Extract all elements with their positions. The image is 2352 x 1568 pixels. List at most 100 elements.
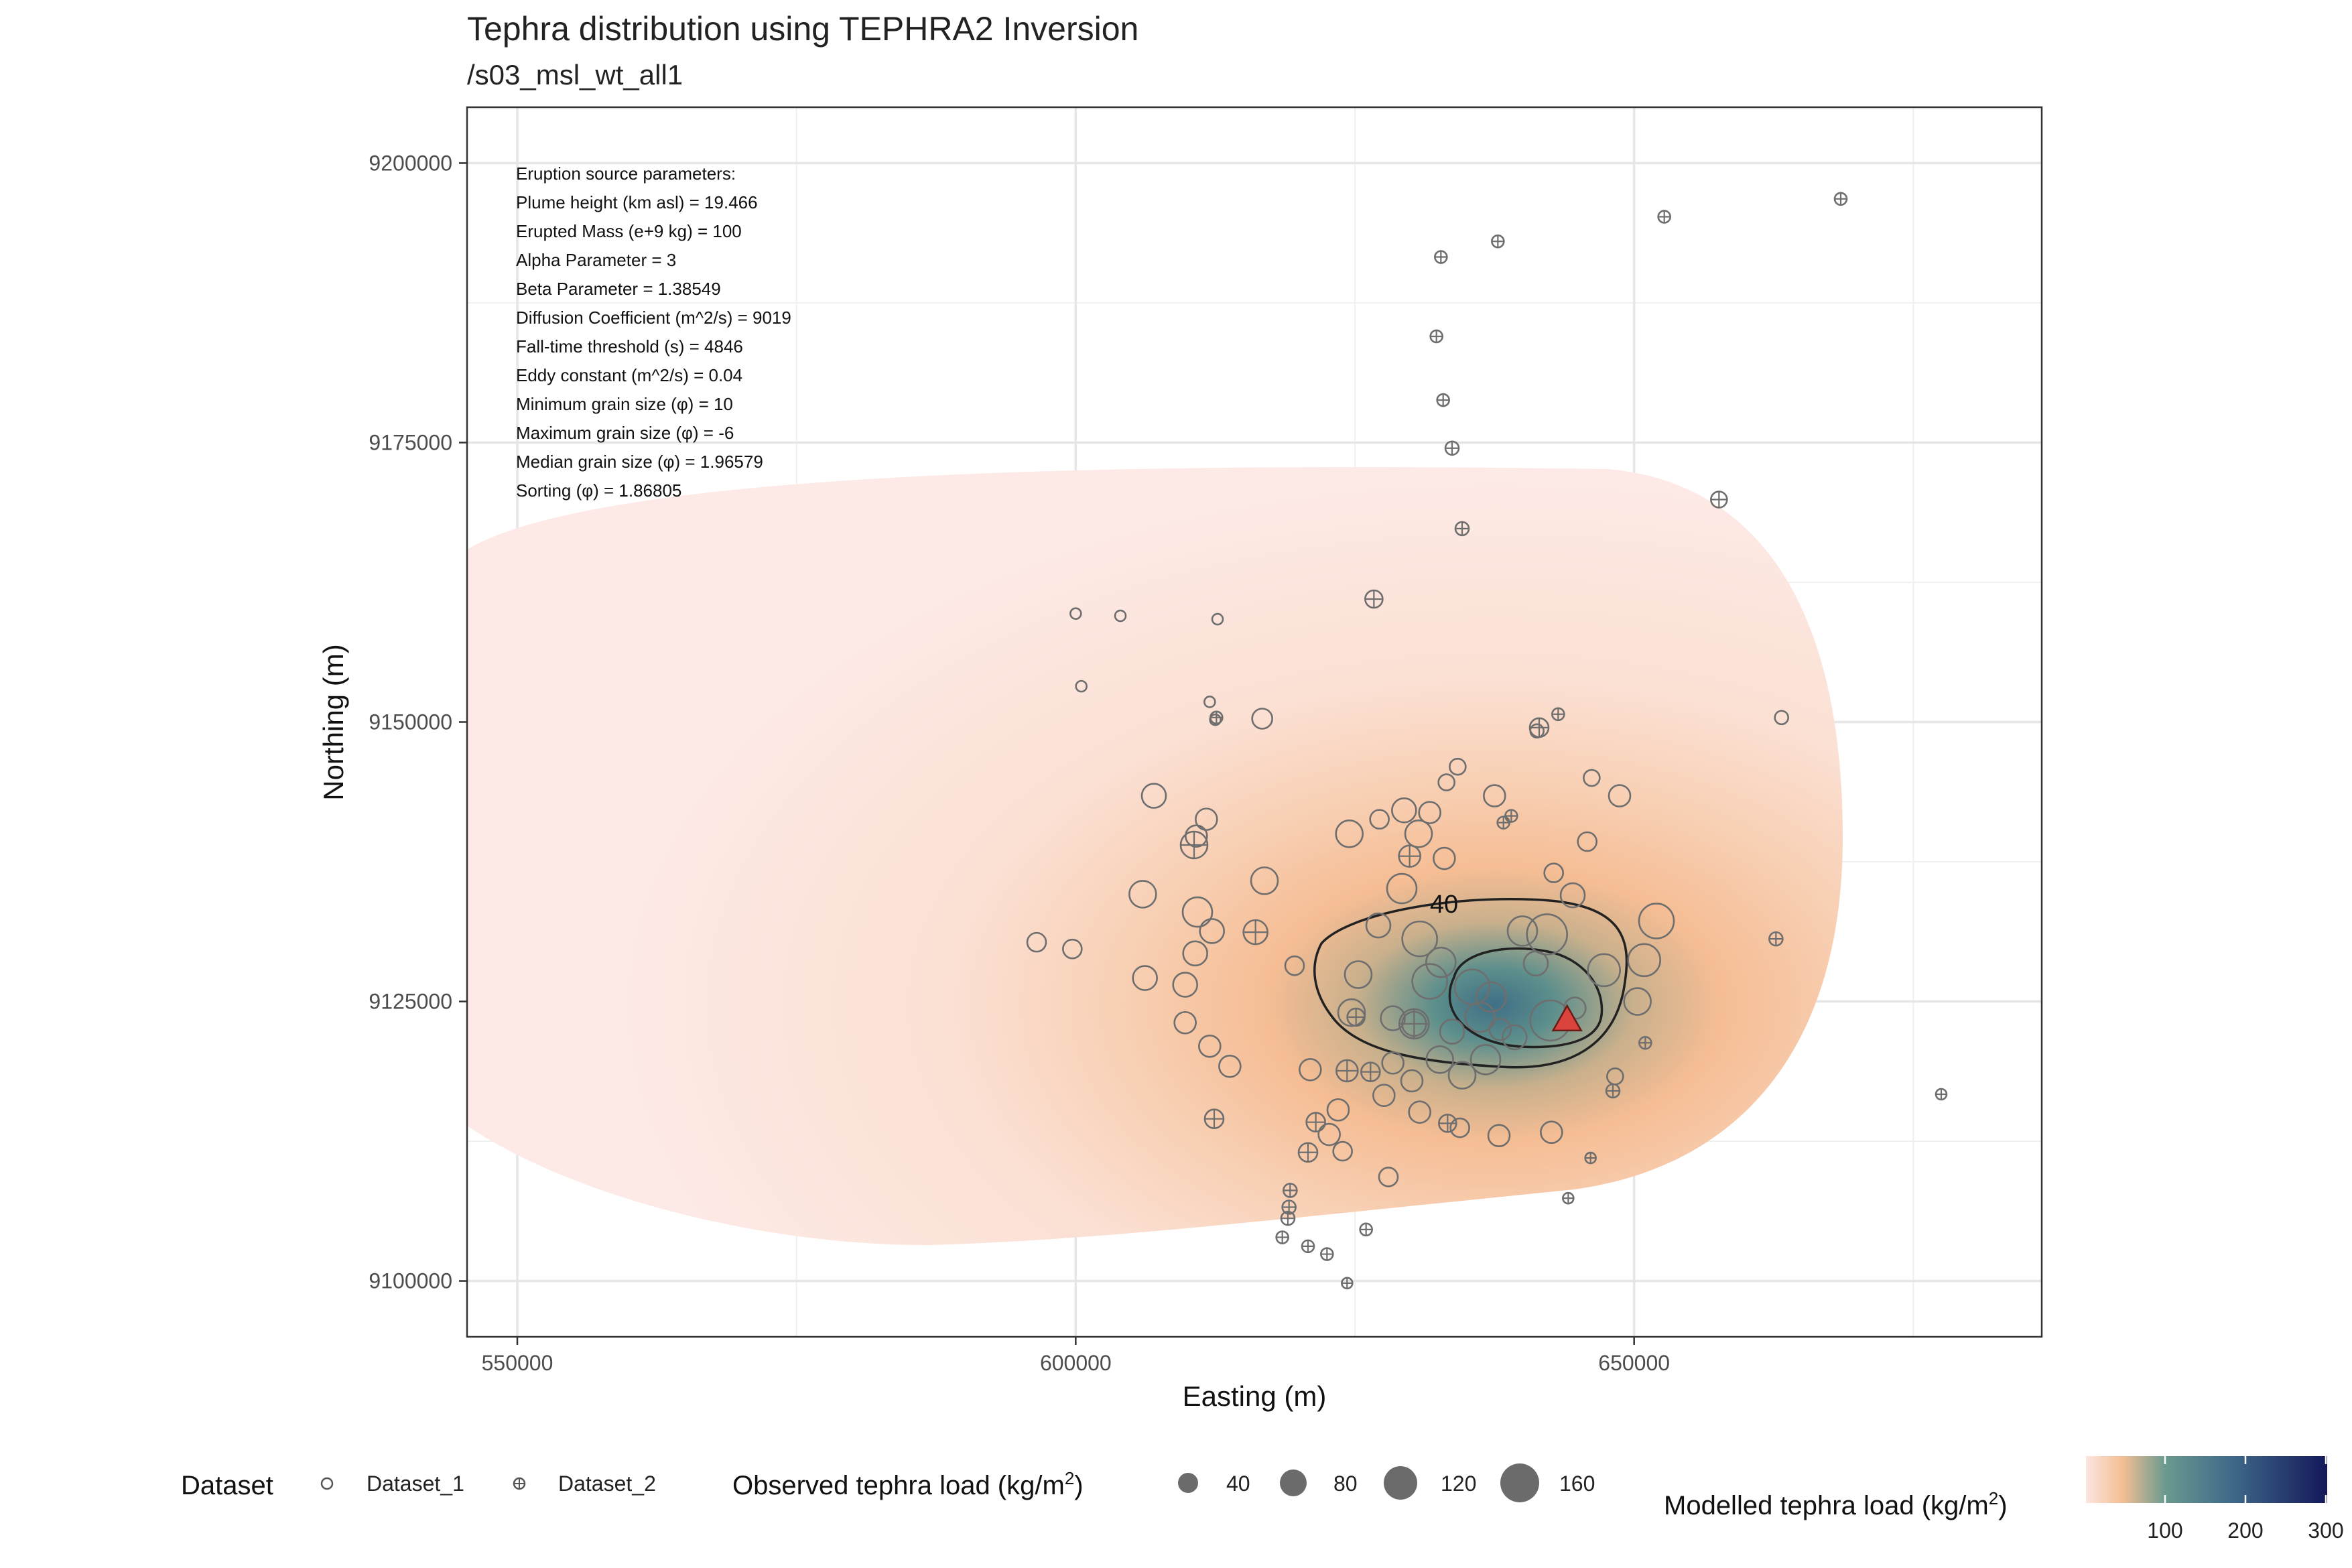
y-tick-label: 9125000 (369, 990, 452, 1014)
dataset-2-point (1346, 1007, 1366, 1027)
point-circle (1469, 1043, 1502, 1075)
point-circle (1502, 1024, 1528, 1051)
point-circle (1132, 965, 1158, 991)
dataset-2-point (1301, 1239, 1315, 1254)
chart-title: Tephra distribution using TEPHRA2 Invers… (467, 10, 1139, 48)
annotation-line: Minimum grain size (φ) = 10 (516, 394, 733, 414)
point-circle (1623, 987, 1652, 1016)
color-legend-title: Modelled tephra load (kg/m2) (1664, 1488, 2008, 1520)
size-key-160-label: 160 (1559, 1472, 1595, 1496)
point-circle (1195, 807, 1218, 831)
dataset-1-point (1433, 846, 1456, 870)
dataset-1-point (1540, 1120, 1563, 1145)
dataset-1-point (1449, 1117, 1470, 1138)
point-circle (1638, 903, 1675, 939)
dataset-1-point (1469, 1043, 1502, 1075)
dataset-1-point (1404, 820, 1433, 848)
point-circle (1250, 866, 1279, 895)
dataset-1-point (1464, 1001, 1496, 1033)
point-circle (1062, 938, 1083, 960)
point-circle (1173, 1010, 1197, 1035)
dataset-1-point (1391, 797, 1417, 824)
point-circle (1587, 953, 1621, 988)
dataset-1-point (1284, 955, 1305, 976)
point-circle (1069, 607, 1082, 620)
dataset-legend: Dataset Dataset_1 Dataset_2 (181, 1471, 656, 1500)
dataset-1-point (1623, 987, 1652, 1016)
dataset-1-point (1026, 931, 1047, 953)
point-circle (1464, 1001, 1496, 1033)
dataset-1-point (1372, 1084, 1396, 1107)
vent-marker-layer (1551, 1004, 1583, 1032)
size-key-80-label: 80 (1333, 1472, 1358, 1496)
point-circle (1128, 880, 1157, 909)
dataset-2-point (1491, 234, 1505, 249)
annotation-line: Eruption source parameters: (516, 164, 736, 184)
size-legend: Observed tephra load (kg/m2) 40 80 120 1… (732, 1463, 1595, 1502)
dataset-2-point (1364, 589, 1384, 609)
dataset-2-point (1605, 1083, 1621, 1099)
modelled-load-field (467, 467, 1843, 1246)
x-tick-label: 650000 (1598, 1351, 1670, 1375)
point-circle (1198, 1034, 1222, 1058)
dataset-1-point (1128, 880, 1157, 909)
dataset-2-point (1438, 1114, 1457, 1133)
dataset-1-point (1425, 946, 1457, 978)
x-axis-label: Easting (m) (1183, 1380, 1327, 1412)
annotation-line: Sorting (φ) = 1.86805 (516, 480, 681, 501)
y-tick-label: 9175000 (369, 430, 452, 454)
point-circle (1449, 757, 1467, 776)
dataset-1-point (1198, 1034, 1222, 1058)
dataset-1-point (1182, 940, 1208, 967)
point-circle (1506, 915, 1539, 947)
dataset-2-point (1283, 1183, 1298, 1198)
dataset-1-point (1487, 1124, 1511, 1148)
dataset-2-point (1710, 491, 1728, 509)
y-axis: 9100000 9125000 9150000 9175000 9200000 (369, 151, 467, 1293)
annotation-line: Beta Parameter = 1.38549 (516, 279, 721, 299)
dataset-1-label: Dataset_1 (367, 1472, 464, 1496)
dataset-2-point (1320, 1247, 1334, 1261)
size-key-120-label: 120 (1441, 1472, 1476, 1496)
dataset-2-point (1562, 1191, 1575, 1205)
dataset-1-point (1140, 783, 1167, 809)
size-key-80 (1280, 1469, 1307, 1496)
dataset-2-label: Dataset_2 (558, 1472, 656, 1496)
point-circle (1774, 710, 1789, 726)
point-circle (1181, 896, 1214, 928)
contours: 40 (1313, 891, 1628, 1069)
dataset-1-point (1408, 1100, 1431, 1124)
dataset-2-point (1657, 210, 1671, 224)
colorbar-tick-label: 100 (2147, 1518, 2182, 1543)
point-circle (1540, 1120, 1563, 1145)
point-circle (1433, 846, 1456, 870)
dataset-1-point (1380, 1005, 1406, 1031)
point-circle (1526, 913, 1568, 956)
dataset-1-point (1326, 1098, 1350, 1122)
dataset-1-point (1378, 1167, 1399, 1187)
point-circle (1401, 920, 1438, 958)
point-circle (1404, 820, 1433, 848)
point-circle (1365, 912, 1392, 939)
color-legend: Modelled tephra load (kg/m2) 100 200 300 (1664, 1456, 2344, 1543)
dataset-1-point (1335, 820, 1364, 848)
dataset-1-point (1250, 866, 1279, 895)
point-circle (1218, 1055, 1242, 1078)
dataset-1-point (1506, 915, 1539, 947)
dataset-2-point (1444, 440, 1460, 456)
dataset-1-point (1400, 1069, 1424, 1093)
dataset-1-point (1181, 896, 1214, 928)
contour-outer (1313, 897, 1628, 1069)
dataset-1-point (1447, 1061, 1477, 1090)
dataset-1-point (1172, 972, 1198, 998)
dataset-1-point (1369, 809, 1390, 830)
size-key-120 (1384, 1466, 1417, 1500)
y-tick-label: 9150000 (369, 710, 452, 734)
annotation-line: Median grain size (φ) = 1.96579 (516, 452, 763, 472)
point-circle (1418, 801, 1441, 824)
dataset-1-point (1583, 769, 1601, 787)
point-circle (1577, 831, 1597, 852)
point-circle (1378, 1167, 1399, 1187)
dataset-1-point (1502, 1024, 1528, 1051)
